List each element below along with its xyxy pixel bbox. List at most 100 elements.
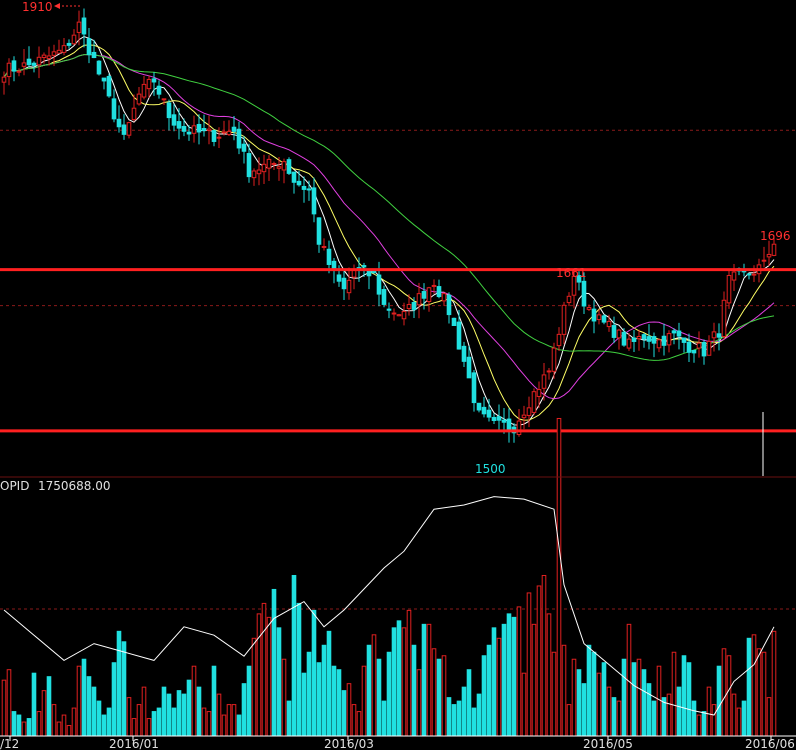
volume-bar [36,711,42,737]
candle [471,369,477,412]
candle [531,388,537,416]
candle [216,127,222,148]
volume-bar [751,634,757,737]
volume-bar [381,700,387,737]
candle [491,413,497,425]
candle-body [271,162,277,165]
candle [671,328,677,345]
candle [286,157,292,176]
volume-bar [396,620,402,737]
candle [381,285,387,308]
volume-bar [301,672,307,737]
candle [251,168,257,186]
volume-bar [211,665,217,737]
volume-bar [26,718,32,737]
volume-bar [471,707,477,737]
candle [636,329,642,351]
candle [566,292,572,307]
volume-bar [351,704,357,737]
candle [281,158,287,184]
candle-body [666,333,672,346]
candle [206,115,212,145]
candle-body [681,337,687,343]
opid-value: 1750688.00 [38,479,111,493]
volume-bar [561,644,567,737]
candle-body [696,342,702,349]
candle-body [41,54,47,58]
candle-body [171,114,177,126]
volume-bar [491,627,497,737]
ma20-line [3,54,775,400]
candle [76,10,82,46]
candle-body [366,269,372,277]
candle-body [431,284,437,287]
candle-body [386,308,392,311]
volume-bar [276,627,282,737]
volume-bar [321,644,327,737]
candle [721,291,727,340]
candle-body [766,253,772,258]
volume-bar [571,658,577,737]
volume-bar [136,704,142,737]
ma5-line [3,35,775,426]
candle-body [421,291,427,299]
x-tick-label-may: 2016/05 [583,737,633,750]
candle [181,118,187,137]
volume-bar [601,662,607,737]
candle-body [101,77,107,82]
candle-body [531,391,537,413]
volume-bar [521,672,527,737]
annotation-1910: 1910 [22,0,53,14]
volume-bar [66,725,72,737]
volume-bar [391,627,397,737]
candle [31,61,37,73]
candle [36,46,42,79]
volume-bar [651,700,657,737]
candle-body [191,125,197,134]
volume-bar [461,686,467,737]
candle [131,94,137,122]
candle-body [711,331,717,339]
candle [6,58,12,86]
candle [766,240,772,266]
volume-bar [556,417,562,737]
candle-body [636,336,642,340]
volume-bar [326,630,332,737]
volume-bar [551,651,557,737]
volume-bar [696,714,702,737]
candle [106,73,112,98]
candle-body [586,306,592,310]
volume-bar [171,707,177,737]
candle-body [691,349,697,354]
volume-bar [426,623,432,737]
candle-body [726,275,732,304]
candle-body [146,78,152,90]
candle-body [616,329,622,339]
candle-body [76,21,82,33]
candle-body [481,406,487,415]
candle-body [526,407,532,416]
volume-bar [416,669,422,737]
x-tick-label-jun: 2016/06 [745,737,795,750]
candle-body [646,336,652,342]
candle [536,381,542,408]
candle [431,279,437,294]
candle-body [471,372,477,404]
candle-body [61,45,67,53]
candle [586,304,592,312]
candle [726,269,732,309]
candle-body [621,331,627,346]
volume-bar [466,669,472,737]
volume-bar [11,711,17,737]
volume-bar [271,588,277,737]
volume-bar [656,665,662,737]
candle-body [396,314,402,317]
candle-body [706,340,712,356]
volume-bar [91,686,97,737]
volume-bar [241,683,247,737]
candle-body [136,93,142,105]
candle-body [516,420,522,436]
volume-bar [311,609,317,737]
candle-body [436,286,442,298]
